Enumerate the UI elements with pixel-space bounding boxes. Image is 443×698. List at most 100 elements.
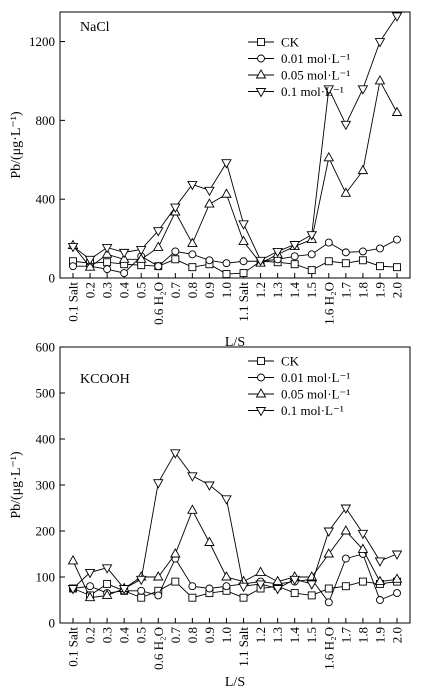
data-point	[103, 265, 112, 274]
data-point	[135, 245, 147, 256]
y-tick-label: 0	[49, 271, 56, 286]
x-tick-label: 0.8	[185, 627, 200, 643]
data-point	[205, 584, 214, 593]
x-tick-label: 0.2	[83, 282, 98, 298]
data-point	[324, 598, 333, 607]
data-point	[135, 575, 147, 586]
data-point	[341, 259, 350, 268]
x-tick-label: 2.0	[390, 627, 405, 643]
data-point	[374, 557, 386, 567]
data-point	[101, 564, 113, 574]
series-square	[69, 255, 401, 279]
data-point	[307, 266, 316, 275]
legend-marker	[257, 373, 265, 382]
data-point	[170, 203, 181, 213]
legend: CK0.01 mol·L⁻¹ 0.05 mol·L⁻¹0.1 mol·L⁻¹	[248, 35, 350, 99]
legend-label: 0.01 mol·L⁻¹	[281, 51, 350, 66]
data-point	[324, 584, 333, 593]
x-tick-label: 0.2	[83, 627, 98, 643]
y-tick-label: 800	[36, 113, 56, 128]
y-tick-label: 500	[36, 386, 56, 401]
data-point	[238, 220, 249, 230]
data-point	[171, 255, 180, 264]
panel-title: KCOOH	[80, 372, 130, 387]
legend-label: CK	[281, 354, 300, 369]
x-tick-label: 0.4	[117, 627, 132, 644]
y-tick-label: 600	[36, 340, 56, 355]
data-point	[101, 244, 113, 254]
data-point	[341, 248, 350, 257]
data-point	[323, 151, 335, 162]
legend-marker	[255, 69, 267, 79]
x-tick-label: 0.7	[168, 627, 183, 644]
data-point	[272, 585, 283, 595]
data-point	[238, 235, 249, 245]
data-point	[154, 591, 163, 600]
data-point	[341, 554, 350, 563]
y-axis-title: Pb/(μg·L⁻¹)	[9, 451, 24, 519]
data-point	[152, 241, 164, 251]
data-point	[86, 582, 95, 591]
data-point	[323, 548, 335, 558]
data-point	[358, 256, 367, 265]
x-tick-label: 1.0	[219, 627, 234, 643]
legend-label: 0.05 mol·L⁻¹	[281, 68, 350, 83]
data-point	[341, 582, 350, 591]
series-line	[72, 79, 398, 268]
y-axis-title: Pb/(μg·L⁻¹)	[9, 111, 24, 179]
x-tick-label: 1.1 Salt	[236, 627, 251, 667]
data-point	[188, 250, 197, 259]
data-point	[222, 270, 231, 279]
data-point	[187, 472, 198, 482]
data-point	[357, 164, 369, 175]
series-triangle-down	[67, 449, 403, 595]
x-tick-label: 1.6 H₂O	[321, 627, 336, 670]
data-point	[290, 260, 299, 269]
data-point	[357, 529, 369, 540]
data-point	[67, 554, 79, 565]
x-tick-label: 0.3	[100, 282, 115, 298]
data-point	[135, 253, 147, 263]
x-tick-label: 0.5	[134, 282, 149, 298]
y-tick-label: 400	[36, 192, 56, 207]
data-point	[375, 262, 384, 271]
x-tick-label: 1.3	[270, 282, 285, 298]
data-point	[137, 586, 146, 595]
legend-label: 0.1 mol·L⁻¹	[281, 403, 344, 418]
data-point	[118, 585, 130, 595]
data-point	[221, 571, 232, 581]
legend-marker	[255, 388, 267, 398]
data-point	[187, 180, 198, 191]
series-line	[72, 451, 398, 590]
x-tick-label: 0.1 Salt	[66, 282, 81, 322]
data-point	[323, 85, 335, 95]
data-point	[84, 591, 96, 602]
x-tick-label: 0.6 H₂O	[151, 627, 166, 670]
x-tick-label: 0.7	[168, 282, 183, 299]
data-point	[306, 231, 318, 241]
series-triangle-up	[67, 504, 403, 602]
data-point	[290, 252, 299, 261]
data-point	[393, 235, 401, 244]
x-tick-label: 1.5	[304, 282, 319, 298]
data-point	[375, 244, 384, 253]
x-tick-label: 0.9	[202, 627, 217, 643]
data-point	[222, 259, 231, 268]
data-point	[222, 582, 231, 591]
data-point	[340, 504, 352, 514]
x-tick-label: 1.2	[253, 282, 268, 298]
plot-frame	[59, 346, 411, 624]
x-tick-label: 0.6 H₂O	[151, 282, 166, 325]
data-point	[137, 593, 146, 602]
legend-marker	[257, 357, 265, 365]
data-point	[255, 580, 266, 590]
legend-label: 0.05 mol·L⁻¹	[281, 387, 350, 402]
legend-label: 0.1 mol·L⁻¹	[281, 84, 344, 99]
x-tick-label: 0.3	[100, 627, 115, 643]
data-point	[188, 263, 197, 272]
x-tick-label: 1.1 Salt	[236, 282, 251, 322]
data-point	[340, 120, 352, 131]
data-point	[357, 543, 369, 553]
